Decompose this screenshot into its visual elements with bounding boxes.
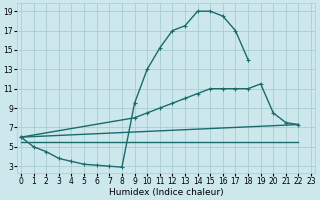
X-axis label: Humidex (Indice chaleur): Humidex (Indice chaleur) — [109, 188, 223, 197]
